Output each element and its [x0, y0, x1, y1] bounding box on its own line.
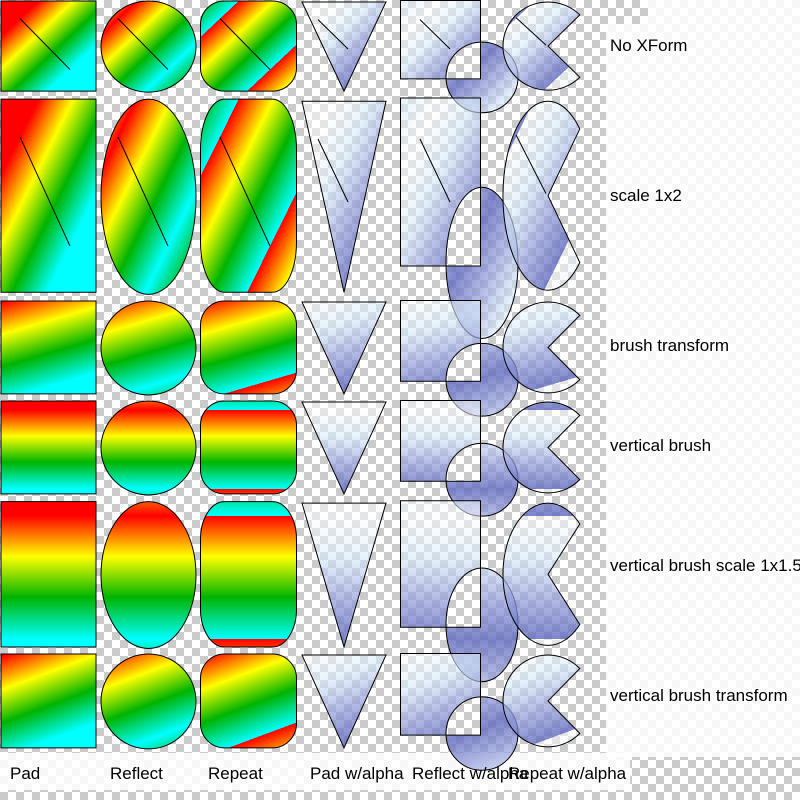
gradient-axis-line-no-xform-repeat-alpha — [516, 18, 546, 45]
shape-row-scale-1x2 — [1, 98, 580, 338]
gradient-axis-line-scale-1x2-reflect-alpha — [420, 139, 450, 202]
gradient-axis-line-no-xform-repeat — [220, 19, 270, 70]
gradient-axis-line-scale-1x2-reflect — [118, 137, 168, 246]
shape-vertical-brush-transform-repeat-rounded-rectangle — [201, 654, 297, 748]
shape-row-vertical-brush-transform — [1, 654, 580, 771]
col-label-repeat-alpha: Repeat w/alpha — [508, 764, 627, 783]
col-label-pad: Pad — [10, 764, 41, 783]
shape-row-vertical-brush — [1, 401, 580, 517]
shape-vertical-brush-scale-repeat-alpha-pacman — [503, 503, 580, 645]
shape-brush-transform-repeat-rounded-rectangle — [201, 301, 297, 394]
shape-scale-1x2-repeat-rounded-rectangle — [201, 99, 297, 292]
shape-vertical-brush-scale-pad-alpha-triangle-down — [302, 503, 386, 647]
row-label-scale-1x2: scale 1x2 — [610, 186, 682, 205]
gradient-axis-line-no-xform-pad — [20, 19, 70, 70]
shape-vertical-brush-transform-pad-rectangle — [1, 654, 96, 748]
shape-no-xform-reflect-alpha-rect-ellipse-evenodd — [401, 0, 519, 112]
gradient-axis-line-scale-1x2-repeat-alpha — [516, 135, 546, 194]
shape-scale-1x2-reflect-ellipse — [101, 99, 196, 294]
gradient-axis-line-scale-1x2-pad — [20, 137, 70, 246]
shape-vertical-brush-repeat-alpha-pacman — [503, 402, 580, 493]
shape-vertical-brush-transform-reflect-ellipse — [101, 654, 196, 749]
column-label-panel — [0, 753, 630, 790]
shape-vertical-brush-pad-rectangle — [1, 401, 96, 494]
shape-vertical-brush-scale-pad-rectangle — [1, 502, 96, 647]
shape-scale-1x2-pad-rectangle — [1, 99, 96, 292]
shape-no-xform-repeat-rounded-rectangle — [201, 1, 297, 91]
gradient-axis-line-scale-1x2-repeat — [220, 137, 270, 246]
row-label-brush-transform: brush transform — [610, 336, 730, 355]
shape-scale-1x2-pad-alpha-triangle-down — [302, 101, 386, 292]
shape-no-xform-pad-rectangle — [1, 1, 96, 91]
shape-row-no-xform — [1, 0, 580, 112]
col-label-repeat: Repeat — [208, 764, 263, 783]
shape-brush-transform-pad-rectangle — [1, 301, 96, 394]
row-label-vertical-brush-scale: vertical brush scale 1x1.5 — [610, 556, 800, 575]
gradient-axis-line-no-xform-pad-alpha — [318, 20, 348, 49]
shape-brush-transform-reflect-alpha-rect-ellipse-evenodd — [401, 301, 519, 417]
shape-vertical-brush-scale-repeat-rounded-rectangle — [201, 502, 297, 647]
shape-scale-1x2-repeat-alpha-pacman — [503, 101, 580, 290]
row-label-no-xform: No XForm — [610, 36, 688, 55]
shape-scale-1x2-reflect-alpha-rect-ellipse-evenodd — [401, 98, 519, 338]
shape-brush-transform-reflect-ellipse — [101, 301, 196, 395]
gradient-axis-line-no-xform-reflect-alpha — [420, 20, 450, 49]
shape-row-vertical-brush-scale — [1, 501, 580, 682]
shape-vertical-brush-reflect-ellipse — [101, 401, 196, 495]
shape-vertical-brush-scale-reflect-alpha-rect-ellipse-evenodd — [401, 501, 519, 682]
row-label-vertical-brush: vertical brush — [610, 436, 712, 455]
col-label-reflect: Reflect — [110, 764, 163, 783]
shape-vertical-brush-reflect-alpha-rect-ellipse-evenodd — [401, 401, 519, 517]
shape-vertical-brush-transform-pad-alpha-triangle-down — [302, 655, 386, 748]
shape-vertical-brush-scale-reflect-ellipse — [101, 502, 196, 649]
col-label-pad-alpha: Pad w/alpha — [310, 764, 404, 783]
gradient-axis-line-scale-1x2-pad-alpha — [318, 139, 348, 202]
shape-vertical-brush-transform-reflect-alpha-rect-ellipse-evenodd — [401, 654, 519, 771]
shape-row-brush-transform — [1, 301, 580, 417]
shape-no-xform-reflect-ellipse — [101, 1, 196, 92]
shape-vertical-brush-pad-alpha-triangle-down — [302, 402, 386, 494]
shape-vertical-brush-transform-repeat-alpha-pacman — [503, 655, 580, 747]
gradient-axis-line-no-xform-reflect — [118, 19, 168, 70]
shape-no-xform-repeat-alpha-pacman — [503, 2, 580, 90]
shape-vertical-brush-repeat-rounded-rectangle — [201, 401, 297, 494]
row-label-vertical-brush-transform: vertical brush transform — [610, 686, 788, 705]
shape-brush-transform-repeat-alpha-pacman — [503, 302, 580, 393]
shape-no-xform-pad-alpha-triangle-down — [302, 2, 386, 91]
row-label-panel — [606, 24, 800, 757]
row-label-panel-top — [648, 0, 800, 24]
shape-brush-transform-pad-alpha-triangle-down — [302, 302, 386, 394]
col-label-reflect-alpha: Reflect w/alpha — [412, 764, 529, 783]
